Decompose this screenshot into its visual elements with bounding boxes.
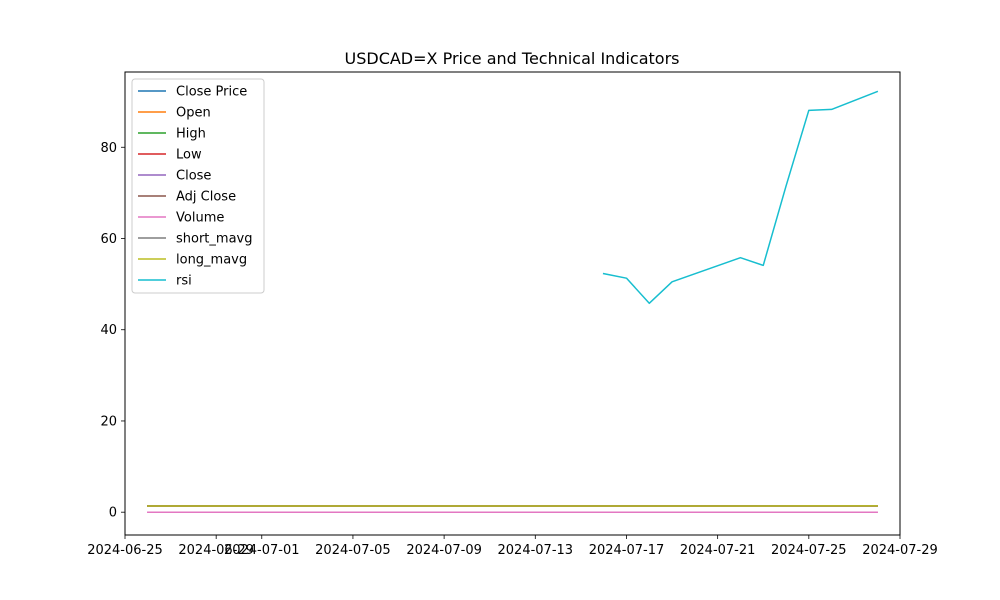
legend-label: short_mavg xyxy=(176,232,252,247)
chart-title: USDCAD=X Price and Technical Indicators xyxy=(345,49,680,68)
x-tick-label: 2024-07-09 xyxy=(406,543,482,558)
legend-label: Low xyxy=(176,148,202,163)
x-tick-label: 2024-07-21 xyxy=(680,543,756,558)
legend: Close Price Open High Low Close Adj Close Volu… xyxy=(131,78,265,294)
y-axis: 0 20 40 60 80 xyxy=(100,141,125,521)
x-tick-label: 2024-06-29 xyxy=(178,543,254,558)
legend-label: rsi xyxy=(176,274,192,289)
y-tick-label: 20 xyxy=(100,414,117,429)
x-tick-label: 2024-07-17 xyxy=(589,543,665,558)
legend-label: Open xyxy=(176,106,211,121)
y-tick-label: 0 xyxy=(109,506,117,521)
y-tick-label: 40 xyxy=(100,323,117,338)
y-tick-label: 80 xyxy=(100,141,117,156)
y-tick-label: 60 xyxy=(100,232,117,247)
plot-frame xyxy=(124,71,901,536)
x-tick-label: 2024-07-05 xyxy=(315,543,391,558)
x-tick-label: 2024-07-29 xyxy=(862,543,938,558)
legend-label: Volume xyxy=(176,211,224,226)
x-tick-label: 2024-07-25 xyxy=(771,543,847,558)
legend-label: Close xyxy=(176,169,211,184)
legend-label: long_mavg xyxy=(176,253,247,268)
series-layer xyxy=(147,90,879,513)
x-tick-label: 2024-07-13 xyxy=(498,543,574,558)
legend-label: Adj Close xyxy=(176,190,236,205)
x-tick-label: 2024-06-25 xyxy=(87,543,163,558)
x-tick-label: 2024-07-01 xyxy=(224,543,300,558)
series-line-rsi xyxy=(602,90,879,305)
legend-label: High xyxy=(176,127,206,142)
legend-label: Close Price xyxy=(176,85,247,100)
